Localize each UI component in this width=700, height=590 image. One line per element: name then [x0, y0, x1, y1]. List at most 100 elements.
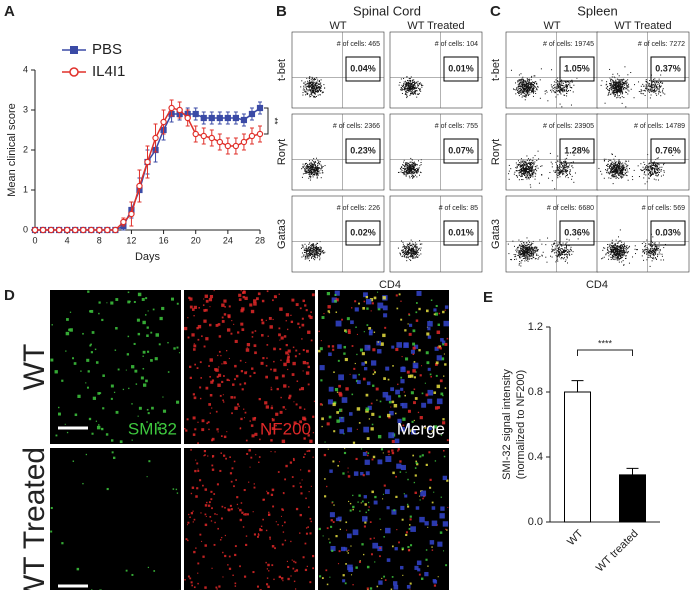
event-dot: [408, 84, 410, 86]
event-dot: [413, 173, 415, 175]
event-dot: [321, 92, 323, 94]
event-dot: [413, 257, 415, 259]
event-dot: [655, 84, 657, 86]
event-dot: [563, 168, 565, 170]
row-label: WT: [18, 344, 51, 391]
event-dot: [610, 93, 612, 95]
event-dot: [612, 87, 614, 89]
event-dot: [613, 90, 615, 92]
event-dot: [520, 160, 522, 162]
event-dot: [614, 166, 616, 168]
signal: [150, 359, 153, 362]
event-dot: [617, 170, 619, 172]
event-dot: [524, 256, 526, 258]
event-dot: [648, 84, 650, 86]
event-dot: [645, 81, 647, 83]
event-dot: [611, 243, 613, 245]
event-dot: [632, 179, 634, 181]
event-dot: [519, 254, 521, 256]
event-dot: [534, 82, 536, 84]
event-dot: [621, 176, 623, 178]
event-dot: [614, 162, 616, 164]
event-dot: [519, 169, 521, 171]
event-dot: [565, 259, 567, 261]
event-dot: [414, 92, 416, 94]
event-dot: [648, 89, 650, 91]
event-dot: [318, 87, 320, 89]
gate: [443, 138, 479, 164]
event-dot: [405, 93, 407, 95]
event-dot: [655, 245, 657, 247]
event-dot: [523, 254, 525, 256]
event-dot: [311, 160, 313, 162]
event-dot: [646, 88, 648, 90]
event-dot: [560, 258, 562, 260]
event-dot: [614, 172, 616, 174]
panel-label: D: [4, 287, 15, 304]
event-dot: [611, 250, 613, 252]
event-dot: [304, 256, 306, 258]
event-dot: [525, 161, 527, 163]
event-dot: [520, 82, 522, 84]
event-dot: [622, 84, 624, 86]
event-dot: [614, 256, 616, 258]
event-dot: [519, 171, 521, 173]
event-dot: [613, 168, 615, 170]
event-dot: [625, 80, 627, 82]
event-dot: [403, 83, 405, 85]
event-dot: [414, 89, 416, 91]
event-dot: [320, 82, 322, 84]
event-dot: [530, 244, 532, 246]
event-dot: [404, 250, 406, 252]
event-dot: [541, 174, 543, 176]
event-dot: [618, 168, 620, 170]
event-dot: [311, 163, 313, 165]
event-dot: [568, 245, 570, 247]
event-dot: [655, 171, 657, 173]
event-dot: [309, 164, 311, 166]
signal: [127, 335, 130, 338]
event-dot: [519, 84, 521, 86]
event-dot: [653, 89, 655, 91]
event-dot: [312, 244, 314, 246]
event-dot: [529, 250, 531, 252]
event-dot: [416, 90, 418, 92]
event-dot: [609, 159, 611, 161]
event-dot: [570, 246, 572, 248]
event-dot: [559, 174, 561, 176]
event-dot: [419, 88, 421, 90]
event-dot: [317, 249, 319, 251]
event-dot: [410, 250, 412, 252]
event-dot: [308, 243, 310, 245]
event-dot: [646, 249, 648, 251]
event-dot: [626, 80, 628, 82]
event-dot: [513, 89, 515, 91]
event-dot: [525, 253, 527, 255]
event-dot: [309, 94, 311, 96]
event-dot: [416, 93, 418, 95]
event-dot: [653, 164, 655, 166]
event-dot: [525, 82, 527, 84]
event-dot: [555, 79, 557, 81]
event-dot: [318, 162, 320, 164]
event-dot: [523, 247, 525, 249]
event-dot: [647, 166, 649, 168]
event-dot: [528, 243, 530, 245]
event-dot: [520, 169, 522, 171]
signal: [102, 374, 105, 377]
event-dot: [562, 257, 564, 259]
event-dot: [311, 168, 313, 170]
event-dot: [660, 82, 662, 84]
event-dot: [565, 164, 567, 166]
event-dot: [319, 246, 321, 248]
event-dot: [305, 166, 307, 168]
event-dot: [521, 87, 523, 89]
event-dot: [401, 172, 403, 174]
event-dot: [520, 254, 522, 256]
event-dot: [523, 88, 525, 90]
event-dot: [606, 81, 608, 83]
event-dot: [402, 251, 404, 253]
event-dot: [572, 161, 574, 163]
event-dot: [656, 246, 658, 248]
event-dot: [607, 172, 609, 174]
